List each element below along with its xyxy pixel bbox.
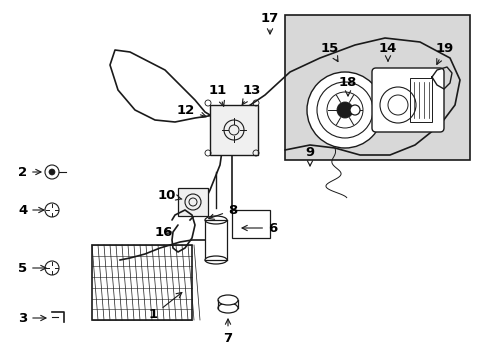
Circle shape	[306, 72, 382, 148]
Text: 6: 6	[242, 221, 277, 234]
Text: 1: 1	[148, 292, 182, 321]
Ellipse shape	[204, 216, 226, 224]
Text: 18: 18	[338, 76, 356, 96]
Circle shape	[349, 105, 359, 115]
Text: 12: 12	[176, 104, 206, 118]
Bar	[285, 15, 469, 160]
Ellipse shape	[218, 295, 238, 305]
Text: 16: 16	[155, 225, 173, 239]
Text: 13: 13	[242, 84, 261, 105]
Ellipse shape	[204, 256, 226, 264]
Text: 4: 4	[18, 203, 44, 216]
Text: 19: 19	[435, 41, 453, 64]
Text: 8: 8	[208, 203, 237, 219]
Bar	[231, 210, 269, 238]
Text: 11: 11	[208, 84, 226, 106]
Text: 5: 5	[18, 261, 46, 274]
Bar	[92, 245, 192, 320]
Text: 17: 17	[260, 12, 279, 34]
Text: 15: 15	[320, 41, 339, 62]
Circle shape	[49, 169, 55, 175]
Ellipse shape	[218, 303, 238, 313]
Text: 7: 7	[223, 319, 232, 345]
Bar	[409, 78, 431, 122]
Bar	[204, 220, 226, 260]
Text: 2: 2	[18, 166, 41, 179]
Text: 3: 3	[18, 311, 46, 324]
Text: 14: 14	[378, 41, 396, 61]
Text: 10: 10	[158, 189, 182, 202]
Text: 9: 9	[305, 145, 314, 166]
FancyBboxPatch shape	[371, 68, 443, 132]
Circle shape	[336, 102, 352, 118]
Bar	[178, 188, 207, 216]
Bar	[209, 105, 258, 155]
